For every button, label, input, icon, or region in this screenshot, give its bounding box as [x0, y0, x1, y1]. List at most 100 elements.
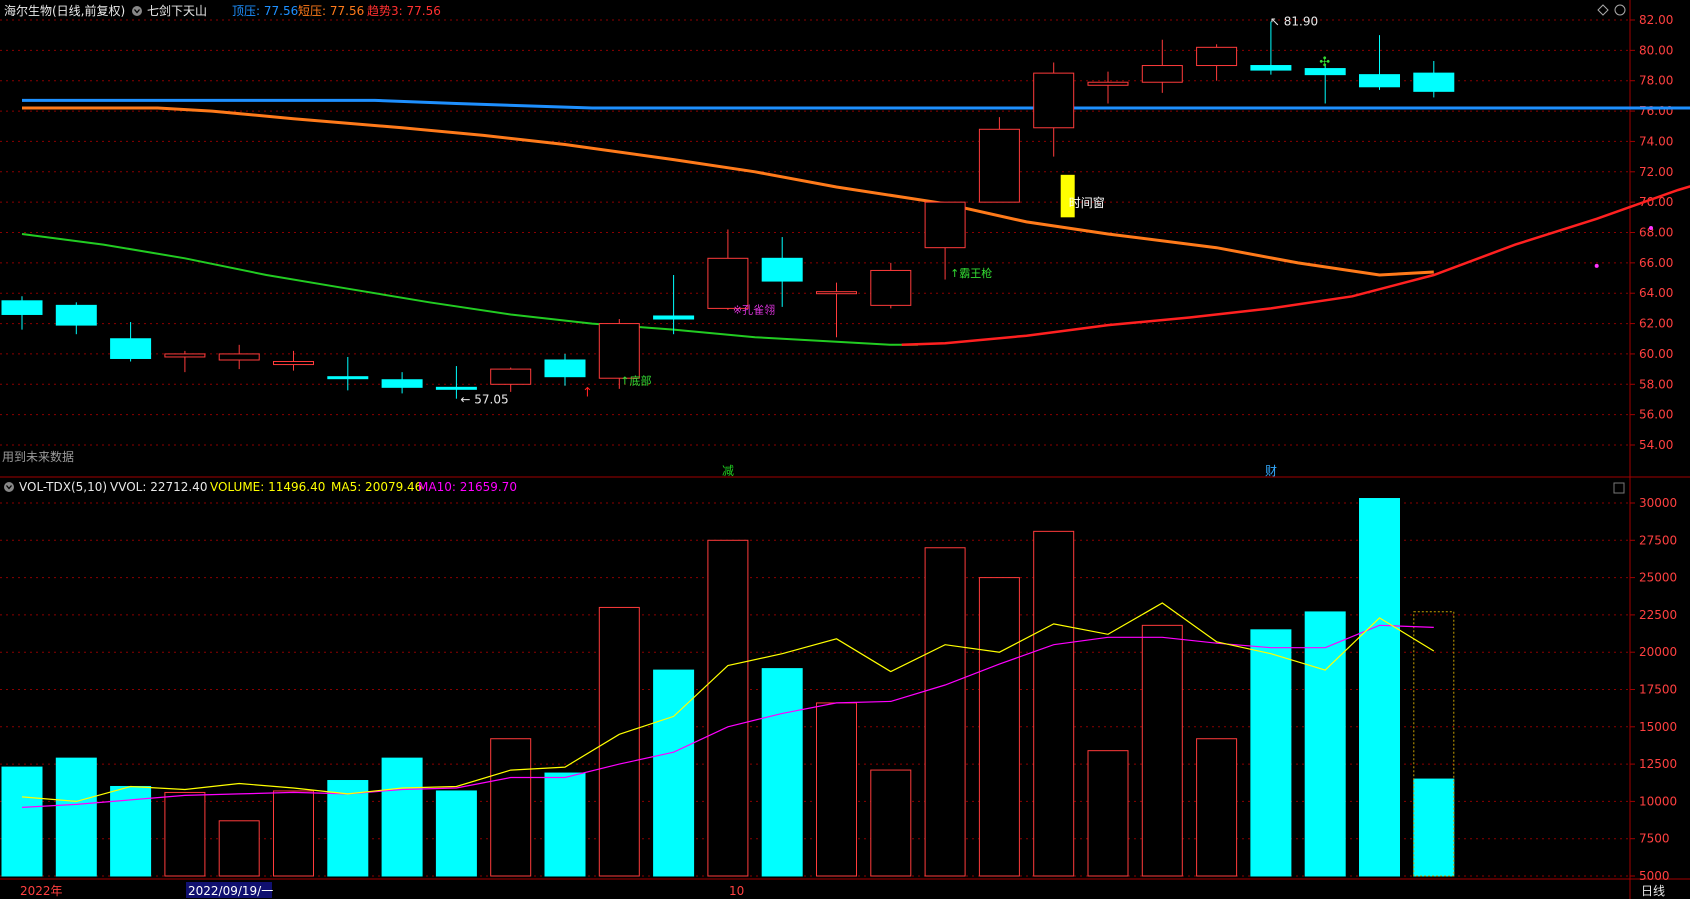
ma5-value: MA5: 20079.46	[331, 480, 422, 494]
volume-bar[interactable]	[707, 539, 749, 877]
price-tick-label: 82.00	[1639, 13, 1673, 27]
volume-bar[interactable]	[544, 772, 586, 877]
volume-tick-label: 30000	[1639, 496, 1677, 510]
volume-bar[interactable]	[1250, 629, 1292, 877]
volume-bar[interactable]	[816, 702, 857, 877]
trend-value: 趋势3: 77.56	[367, 4, 441, 18]
volume-bar[interactable]	[490, 738, 532, 877]
volume-bar[interactable]	[1304, 611, 1346, 877]
volume-bar[interactable]	[598, 606, 640, 877]
volume-tick-label: 5000	[1639, 869, 1670, 883]
vol-indicator-name[interactable]: VOL-TDX(5,10)	[19, 480, 107, 494]
candle-body[interactable]	[164, 353, 206, 358]
volume-bar[interactable]	[327, 780, 369, 877]
candle-body[interactable]	[978, 128, 1020, 203]
volume-bar[interactable]	[761, 668, 803, 877]
candle-body[interactable]	[490, 368, 532, 385]
candle-body[interactable]	[761, 257, 803, 282]
volume-tick-label: 20000	[1639, 645, 1677, 659]
volume-bar[interactable]	[273, 790, 314, 877]
candle-body[interactable]	[1, 300, 43, 315]
price-tick-label: 74.00	[1639, 134, 1673, 148]
candle-body[interactable]	[1033, 72, 1075, 129]
stock-title[interactable]: 海尔生物(日线,前复权)	[4, 3, 125, 18]
volume-bar[interactable]	[1, 766, 43, 877]
vol-toggle-icon[interactable]	[4, 482, 14, 492]
volume-bar[interactable]	[870, 769, 912, 877]
volume-tick-label: 12500	[1639, 757, 1677, 771]
volume-bar[interactable]	[924, 547, 966, 877]
volume-tick-label: 7500	[1639, 832, 1670, 846]
candle-body[interactable]	[924, 201, 966, 249]
ma10-value: MA10: 21659.70	[418, 480, 517, 494]
volume-tick-label: 25000	[1639, 571, 1677, 585]
circle-icon[interactable]	[1614, 4, 1626, 16]
max-price-label: ↖ 81.90	[1270, 15, 1318, 29]
candle-body[interactable]	[1304, 68, 1346, 76]
candle-body[interactable]	[110, 338, 152, 359]
candle-body[interactable]	[1250, 65, 1292, 71]
signal-bawang: ↑霸王枪	[950, 266, 992, 280]
volume-ma5-line	[21, 602, 1435, 803]
month-label: 10	[729, 884, 744, 898]
time-window-bar	[1060, 174, 1075, 218]
candle-body[interactable]	[870, 269, 912, 306]
price-tick-label: 58.00	[1639, 377, 1673, 391]
candle-body[interactable]	[598, 323, 640, 379]
candle-body[interactable]	[1196, 46, 1238, 67]
price-tick-label: 54.00	[1639, 438, 1673, 452]
vol-panel-button[interactable]	[1613, 482, 1625, 494]
short-pressure-value: 短压: 77.56	[298, 4, 364, 18]
price-tick-label: 68.00	[1639, 226, 1673, 240]
volume-bar[interactable]	[218, 820, 260, 877]
year-label: 2022年	[20, 884, 63, 898]
volume-bar[interactable]	[55, 757, 97, 877]
volume-value: VOLUME: 11496.40	[210, 480, 325, 494]
candle-body[interactable]	[816, 291, 857, 295]
volume-bar[interactable]	[978, 577, 1020, 877]
volume-bar[interactable]	[1413, 778, 1455, 877]
min-price-label: ← 57.05	[460, 393, 508, 407]
price-tick-label: 66.00	[1639, 256, 1673, 270]
candle-body[interactable]	[273, 361, 314, 366]
price-tick-label: 80.00	[1639, 43, 1673, 57]
volume-bar[interactable]	[1141, 624, 1183, 877]
volume-bar[interactable]	[164, 791, 206, 877]
candle-body[interactable]	[435, 386, 477, 390]
volume-tick-label: 22500	[1639, 608, 1677, 622]
candle-body[interactable]	[707, 257, 749, 309]
price-tick-label: 56.00	[1639, 408, 1673, 422]
candle-body[interactable]	[327, 376, 369, 380]
event-mark-cai[interactable]: 财	[1265, 464, 1277, 478]
candle-body[interactable]	[1087, 81, 1129, 86]
signal-bottom: ↑底部	[620, 374, 651, 388]
event-mark-jian[interactable]: 减	[722, 464, 734, 478]
vvol-outline	[1413, 611, 1455, 877]
period-label[interactable]: 日线	[1641, 884, 1665, 898]
red-trend-line	[901, 185, 1690, 347]
indicator-toggle-icon[interactable]	[132, 6, 142, 16]
diamond-icon[interactable]	[1597, 4, 1609, 16]
volume-bar[interactable]	[653, 669, 695, 877]
candle-body[interactable]	[55, 304, 97, 326]
volume-bar[interactable]	[1033, 530, 1075, 877]
volume-bar[interactable]	[1087, 750, 1129, 877]
vol-chevron-down-icon	[6, 485, 12, 490]
indicator-name[interactable]: 七剑下天山	[147, 3, 207, 18]
candle-body[interactable]	[544, 359, 586, 378]
volume-bar[interactable]	[1359, 498, 1400, 877]
signal-arrow-red: ↑	[582, 385, 593, 400]
green-ma-line	[21, 233, 918, 346]
orange-ma-line	[22, 106, 1434, 277]
volume-bar[interactable]	[435, 790, 477, 877]
candle-body[interactable]	[1141, 65, 1183, 83]
candle-body[interactable]	[1413, 72, 1455, 92]
candle-body[interactable]	[653, 315, 695, 320]
candle-body[interactable]	[1359, 74, 1400, 88]
price-tick-label: 62.00	[1639, 317, 1673, 331]
volume-bar[interactable]	[381, 757, 423, 877]
candle-body[interactable]	[218, 353, 260, 361]
candle-body[interactable]	[381, 379, 423, 388]
volume-bar[interactable]	[1196, 738, 1238, 877]
